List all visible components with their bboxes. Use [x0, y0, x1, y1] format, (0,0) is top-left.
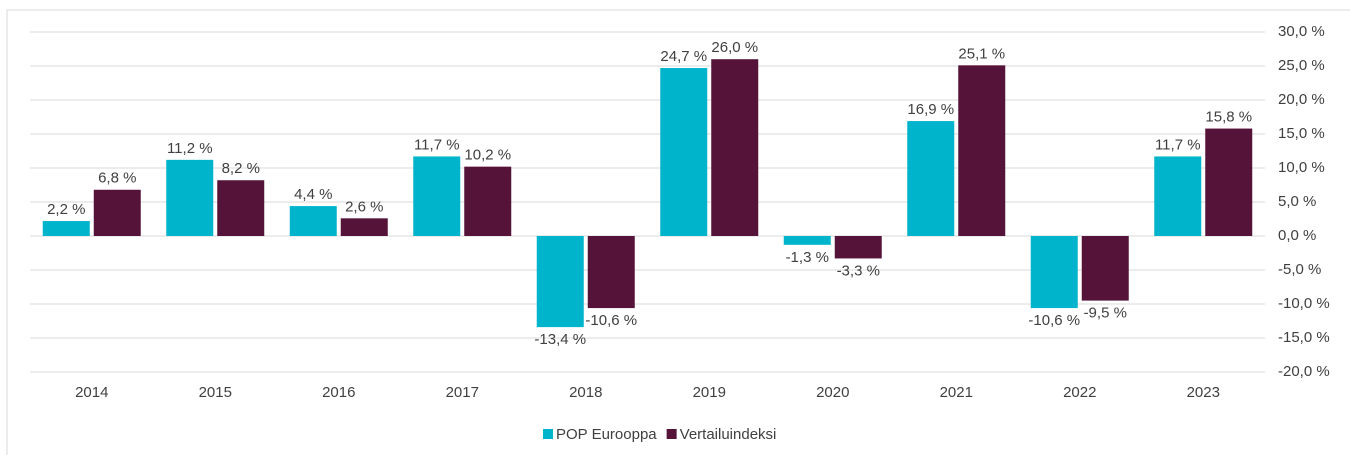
bar [93, 189, 141, 236]
data-label: -1,3 % [786, 249, 829, 266]
bar [340, 218, 388, 236]
data-label: 10,2 % [464, 147, 511, 164]
y-tick-label: 25,0 % [1278, 57, 1325, 74]
bar [1205, 128, 1253, 236]
x-tick-label: 2017 [446, 384, 479, 401]
bar [1030, 236, 1078, 309]
y-tick-label: 5,0 % [1278, 193, 1316, 210]
data-label: 4,4 % [294, 186, 332, 203]
bar [217, 180, 265, 236]
x-tick-label: 2014 [75, 384, 108, 401]
bar [1081, 236, 1129, 301]
frame [6, 9, 1350, 455]
bar [464, 166, 512, 236]
data-label: 11,2 % [167, 140, 213, 157]
data-label: -10,6 % [585, 312, 637, 329]
y-tick-label: 20,0 % [1278, 91, 1325, 108]
data-label: 25,1 % [958, 45, 1005, 62]
x-tick-label: 2020 [816, 384, 849, 401]
bar [289, 206, 337, 236]
bar [166, 159, 214, 236]
bar [834, 236, 882, 259]
data-label: -9,5 % [1084, 305, 1127, 322]
bar [1154, 156, 1202, 236]
data-label: 15,8 % [1205, 109, 1252, 126]
bar [413, 156, 461, 236]
x-tick-label: 2019 [693, 384, 726, 401]
y-tick-label: 10,0 % [1278, 159, 1325, 176]
y-tick-label: 30,0 % [1278, 23, 1325, 40]
legend-label: POP Eurooppa [556, 426, 657, 443]
x-tick-label: 2022 [1063, 384, 1096, 401]
bar [783, 236, 831, 245]
legend-label: Vertailuindeksi [680, 426, 777, 443]
data-label: 2,2 % [47, 201, 85, 218]
data-label: 2,6 % [345, 198, 383, 215]
data-label: 26,0 % [711, 39, 758, 56]
x-tick-label: 2023 [1187, 384, 1220, 401]
data-label: -10,6 % [1028, 312, 1080, 329]
data-label: 8,2 % [222, 160, 260, 177]
data-label: 11,7 % [414, 136, 460, 153]
bar [958, 65, 1006, 236]
bar [42, 221, 90, 236]
y-tick-label: 15,0 % [1278, 125, 1325, 142]
x-tick-label: 2021 [940, 384, 973, 401]
data-label: 16,9 % [907, 101, 954, 118]
bar [660, 68, 708, 236]
data-label: 11,7 % [1155, 136, 1201, 153]
x-tick-label: 2016 [322, 384, 355, 401]
data-label: -3,3 % [837, 262, 880, 279]
data-label: -13,4 % [534, 331, 586, 348]
legend-swatch [666, 429, 677, 439]
y-tick-label: -5,0 % [1278, 261, 1321, 278]
bar [711, 59, 759, 237]
data-label: 24,7 % [660, 48, 707, 65]
bar [907, 121, 955, 236]
bar [536, 236, 584, 328]
data-label: 6,8 % [98, 170, 136, 187]
y-tick-label: -15,0 % [1278, 329, 1330, 346]
legend-swatch [543, 429, 553, 439]
y-tick-label: 0,0 % [1278, 227, 1316, 244]
y-tick-label: -10,0 % [1278, 295, 1330, 312]
x-tick-label: 2015 [199, 384, 232, 401]
bar [587, 236, 635, 309]
x-tick-label: 2018 [569, 384, 602, 401]
y-tick-label: -20,0 % [1278, 363, 1330, 380]
